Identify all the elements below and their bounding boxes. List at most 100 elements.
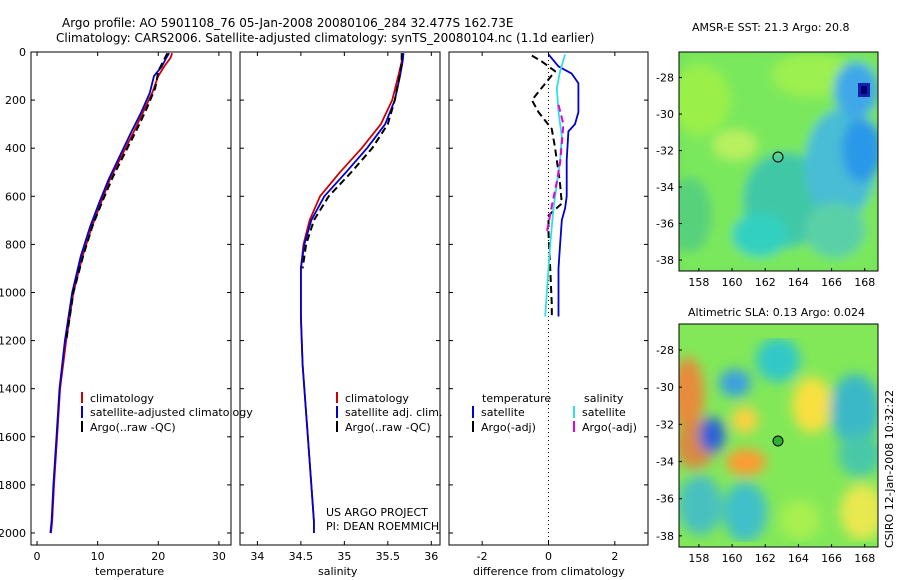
sst-argo-location-marker xyxy=(772,151,784,163)
lat-tick-label: -34 xyxy=(656,456,674,469)
lon-tick-label: 164 xyxy=(788,276,809,289)
x-tick-label: 20 xyxy=(151,550,165,563)
difference-panel: -2 0 2 difference from climatology tempera… xyxy=(448,51,649,578)
x-tick-label: 34 xyxy=(250,550,264,563)
sst-axes-frame xyxy=(678,51,879,272)
legend-header-salinity: salinity xyxy=(584,392,624,405)
lon-tick-label: 158 xyxy=(688,276,709,289)
x-tick-label: 30 xyxy=(212,550,226,563)
temperature-xlabel: temperature xyxy=(95,565,164,578)
legend-label-satellite-adjusted: satellite-adjusted climatology xyxy=(90,406,253,419)
x-tick-label: 35.5 xyxy=(376,550,401,563)
legend-label-climatology: climatology xyxy=(90,392,154,405)
project-credit-line1: US ARGO PROJECT xyxy=(326,506,428,519)
lon-tick-label: 166 xyxy=(821,552,842,565)
series-line-satellite-adjusted-climatology xyxy=(49,52,170,534)
legend-label-temp-satellite: satellite xyxy=(481,406,525,419)
lon-tick-label: 160 xyxy=(722,552,743,565)
x-tick-label: 0 xyxy=(545,550,552,563)
lat-tick-label: -38 xyxy=(656,254,674,267)
x-tick-label: 34.5 xyxy=(289,550,314,563)
legend-label-satellite-adj: satellite adj. clim. xyxy=(345,406,442,419)
depth-tick-label: 800 xyxy=(5,238,26,251)
depth-tick-label: 0 xyxy=(19,46,26,59)
difference-axes-frame xyxy=(448,51,649,546)
legend-label-sal-satellite: satellite xyxy=(582,406,626,419)
legend-label-temp-argo: Argo(-adj) xyxy=(481,421,536,434)
salinity-tick-labels: 34 34.5 35 35.5 36 xyxy=(240,51,440,563)
x-tick-label: 35 xyxy=(337,550,351,563)
difference-series xyxy=(530,53,580,317)
lat-tick-label: -36 xyxy=(656,493,674,506)
temperature-legend: climatology satellite-adjusted climatolo… xyxy=(81,392,253,434)
x-tick-label: 2 xyxy=(611,550,618,563)
depth-tick-label: 600 xyxy=(5,190,26,203)
salinity-legend: climatology satellite adj. clim. Argo(..… xyxy=(336,392,442,434)
lon-tick-label: 158 xyxy=(688,552,709,565)
lat-tick-label: -32 xyxy=(656,418,674,431)
depth-tick-label: 1400 xyxy=(0,383,26,396)
salinity-xlabel: salinity xyxy=(318,565,358,578)
sst-map-panel: AMSR-E SST: 21.3 Argo: 20.8 158 160 162 164… xyxy=(656,21,879,289)
series-line-argo-raw-qc xyxy=(301,53,403,269)
series-line-climatology xyxy=(299,53,404,533)
series-line-temperature-argo-adj xyxy=(530,54,563,317)
sla-map-title: Altimetric SLA: 0.13 Argo: 0.024 xyxy=(688,306,865,319)
project-credit-line2: PI: DEAN ROEMMICH xyxy=(326,520,439,533)
lon-tick-label: 166 xyxy=(821,276,842,289)
lat-tick-label: -28 xyxy=(656,72,674,85)
depth-tick-label: 1800 xyxy=(0,479,26,492)
legend-label-sal-argo: Argo(-adj) xyxy=(582,421,637,434)
lon-tick-label: 162 xyxy=(755,276,776,289)
csiro-timestamp: CSIRO 12-Jan-2008 10:32:22 xyxy=(883,390,896,548)
series-line-salinity-argo-adj xyxy=(545,104,565,233)
difference-xlabel: difference from climatology xyxy=(473,565,625,578)
lon-tick-label: 160 xyxy=(722,276,743,289)
depth-tick-label: 1200 xyxy=(0,335,26,348)
series-line-temperature-satellite xyxy=(547,53,580,317)
difference-legend: temperature salinity satellite Argo(-adj… xyxy=(472,392,637,434)
lat-tick-label: -36 xyxy=(656,218,674,231)
figure-title-line1: Argo profile: AO 5901108_76 05-Jan-2008 … xyxy=(62,16,514,30)
sst-map-title: AMSR-E SST: 21.3 Argo: 20.8 xyxy=(692,21,850,34)
difference-tick-labels: -2 0 2 xyxy=(449,51,648,563)
legend-label-argo-raw: Argo(..raw -QC) xyxy=(345,421,431,434)
lat-tick-label: -28 xyxy=(656,344,674,357)
lat-tick-label: -30 xyxy=(656,108,674,121)
sla-axes-frame xyxy=(678,323,879,548)
x-tick-label: 36 xyxy=(424,550,438,563)
x-tick-label: 10 xyxy=(91,550,105,563)
depth-tick-label: 1600 xyxy=(0,431,26,444)
depth-tick-label: 2000 xyxy=(0,527,26,540)
salinity-axes-frame xyxy=(239,51,441,546)
x-tick-label: -2 xyxy=(477,550,488,563)
temperature-axes-frame xyxy=(30,51,232,546)
figure-title-line2: Climatology: CARS2006. Satellite-adjuste… xyxy=(56,31,594,45)
legend-label-climatology: climatology xyxy=(345,392,409,405)
depth-tick-labels: 0 200 400 600 800 1000 1200 1400 1600 1800 2000 xyxy=(0,46,26,540)
depth-tick-label: 1000 xyxy=(0,286,26,299)
lat-tick-label: -38 xyxy=(656,530,674,543)
sla-heatmap xyxy=(679,324,878,547)
sla-argo-location-marker xyxy=(772,435,784,447)
legend-header-temperature: temperature xyxy=(482,392,551,405)
salinity-panel: 34 34.5 35 35.5 36 salinity climatology sate… xyxy=(239,51,442,578)
sst-tick-labels: 158 160 162 164 166 168 -28 -30 -32 -34 -36 -38 xyxy=(656,72,875,289)
series-line-satellite-adj-clim xyxy=(299,53,405,533)
temperature-panel: 0 200 400 600 800 1000 1200 1400 1600 1800 2000 0 1… xyxy=(0,46,253,578)
sla-tick-labels: 158 160 162 164 166 168 -28 -30 -32 -34 -36 -38 xyxy=(656,344,875,565)
lon-tick-label: 168 xyxy=(854,276,875,289)
temperature-series xyxy=(49,52,174,534)
lon-tick-label: 162 xyxy=(755,552,776,565)
depth-tick-label: 400 xyxy=(5,142,26,155)
sla-map-panel: Altimetric SLA: 0.13 Argo: 0.024 xyxy=(656,306,879,565)
lat-tick-label: -30 xyxy=(656,381,674,394)
x-tick-label: 0 xyxy=(34,550,41,563)
lat-tick-label: -34 xyxy=(656,181,674,194)
temperature-tick-labels: 0 10 20 30 xyxy=(31,51,231,563)
depth-tick-label: 200 xyxy=(5,94,26,107)
series-line-argo-raw-qc xyxy=(65,52,169,341)
legend-label-argo-raw: Argo(..raw -QC) xyxy=(90,421,176,434)
lon-tick-label: 164 xyxy=(788,552,809,565)
